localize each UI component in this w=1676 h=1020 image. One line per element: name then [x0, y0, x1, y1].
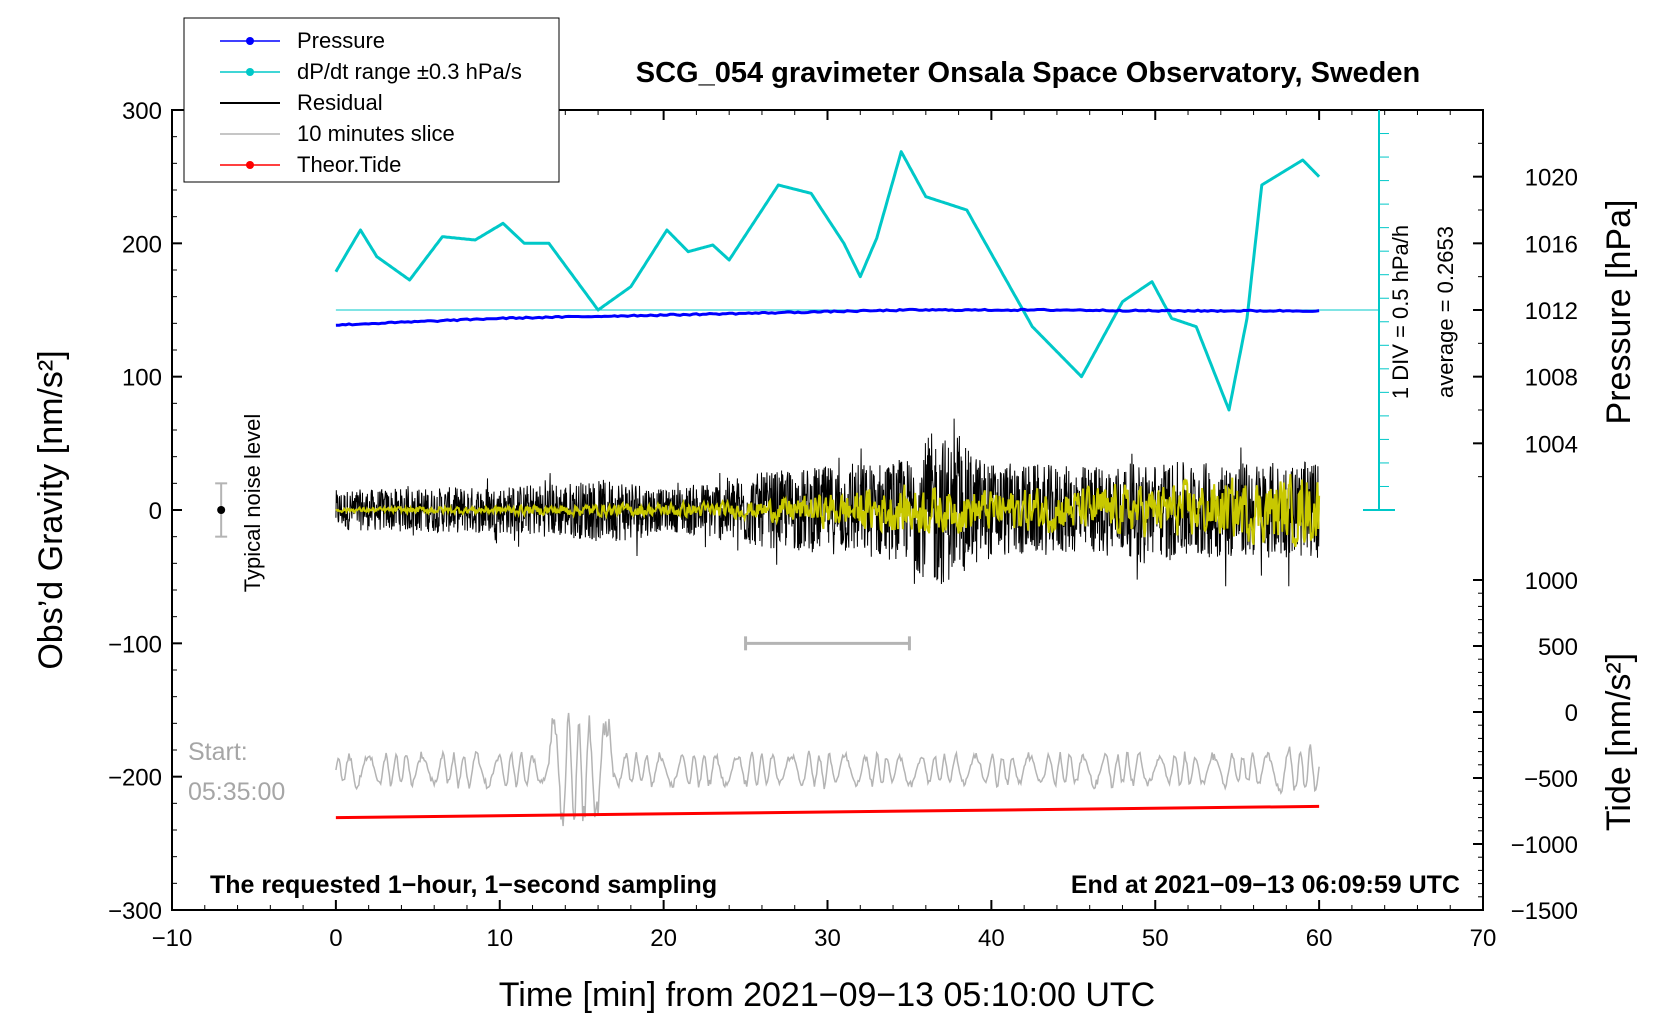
- tide-tick-label: −1500: [1511, 898, 1578, 925]
- x-tick-label: −10: [152, 925, 193, 952]
- y-axis-title-left: Obs’d Gravity [nm/s²]: [32, 350, 70, 669]
- legend-label-residual: Residual: [297, 90, 383, 115]
- legend-swatch-dot: [246, 68, 254, 76]
- noise-level-indicator: [215, 482, 228, 538]
- legend-label-dpdt: dP/dt range ±0.3 hPa/s: [297, 59, 522, 84]
- y-tick-label: −200: [108, 765, 162, 792]
- note-left: The requested 1−hour, 1−second sampling: [210, 871, 717, 899]
- pressure-line: [335, 307, 1320, 327]
- residual-line: [335, 418, 1320, 587]
- x-tick-label: 70: [1470, 925, 1497, 952]
- pressure-tick-label: 1004: [1525, 431, 1578, 458]
- y-axis-title-pressure: Pressure [hPa]: [1600, 200, 1638, 425]
- legend-label-slice: 10 minutes slice: [297, 121, 455, 146]
- pressure-tick-label: 1012: [1525, 298, 1578, 325]
- pressure-scale-average: average = 0.2653: [1433, 226, 1458, 398]
- x-axis-title: Time [min] from 2021−09−13 05:10:00 UTC: [499, 976, 1155, 1014]
- start-time: 05:35:00: [188, 778, 285, 806]
- slice-range-marker: [744, 636, 911, 651]
- tide-tick-labels: 1000 500 0 −500 −1000 −1500: [1511, 568, 1578, 925]
- legend-swatch-dot: [246, 37, 254, 45]
- tide-tick-label: 500: [1538, 634, 1578, 661]
- series-layer: [334, 150, 1321, 827]
- slice-line: [335, 712, 1320, 827]
- noise-label: Typical noise level: [240, 414, 265, 593]
- tide-line: [335, 804, 1320, 820]
- note-right: End at 2021−09−13 06:09:59 UTC: [1071, 871, 1460, 899]
- x-tick-label: 20: [650, 925, 677, 952]
- dpdt-line: [334, 150, 1321, 412]
- residual-smoothed-line: [335, 474, 1321, 548]
- x-tick-label: 60: [1306, 925, 1333, 952]
- legend-swatch-dot: [246, 161, 254, 169]
- tide-tick-label: 1000: [1525, 568, 1578, 595]
- pressure-scale-div: 1 DIV = 0.5 hPa/h: [1388, 225, 1413, 399]
- y-tick-label: −100: [108, 631, 162, 658]
- x-tick-labels: −10 0 10 20 30 40 50 60 70: [152, 925, 1497, 952]
- y-tick-labels-left: 300 200 100 0 −100 −200 −300: [108, 98, 162, 925]
- pressure-tick-label: 1008: [1525, 365, 1578, 392]
- y-tick-label: −300: [108, 898, 162, 925]
- legend-label-tide: Theor.Tide: [297, 152, 401, 177]
- noise-dot: [217, 506, 226, 514]
- pressure-tick-label: 1020: [1525, 165, 1578, 192]
- x-tick-label: 40: [978, 925, 1005, 952]
- pressure-tick-label: 1016: [1525, 231, 1578, 258]
- legend: Pressure dP/dt range ±0.3 hPa/s Residual…: [183, 17, 560, 183]
- start-label: Start:: [188, 738, 248, 766]
- legend-label-pressure: Pressure: [297, 28, 385, 53]
- tide-tick-label: 0: [1565, 700, 1578, 727]
- y-tick-label: 0: [149, 498, 162, 525]
- x-tick-label: 50: [1142, 925, 1169, 952]
- x-tick-label: 30: [814, 925, 841, 952]
- y-tick-label: 300: [122, 98, 162, 125]
- chart-title: SCG_054 gravimeter Onsala Space Observat…: [636, 57, 1420, 89]
- y-axis-title-tide: Tide [nm/s²]: [1600, 653, 1638, 831]
- x-tick-label: 0: [329, 925, 342, 952]
- y-tick-label: 200: [122, 231, 162, 258]
- pressure-tick-labels: 1020 1016 1012 1008 1004: [1525, 165, 1578, 459]
- tide-tick-label: −1000: [1511, 832, 1578, 859]
- x-tick-label: 10: [486, 925, 513, 952]
- tide-tick-label: −500: [1524, 766, 1578, 793]
- legend-box: [183, 17, 560, 183]
- y-tick-label: 100: [122, 365, 162, 392]
